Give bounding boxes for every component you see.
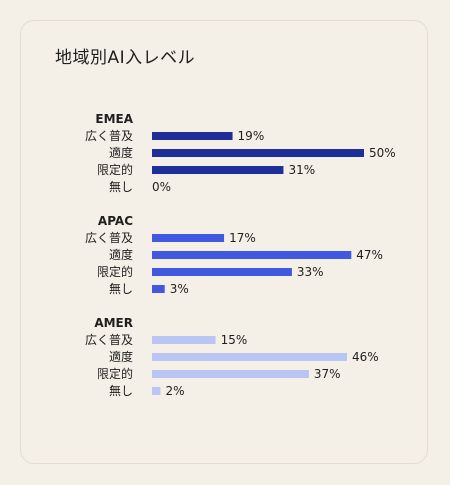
value-label: 15% [221,333,248,347]
category-label: 適度 [109,145,133,160]
category-label: 限定的 [97,264,133,279]
value-label: 37% [314,367,341,381]
bar-apac [152,234,225,242]
value-label: 50% [369,146,396,160]
category-label: 無し [109,281,133,296]
bar-emea [152,132,233,140]
category-label: 広く普及 [85,333,133,347]
bar-apac [152,268,292,276]
bar-amer [152,353,348,361]
value-label: 2% [165,384,184,398]
value-label: 17% [229,231,256,245]
bar-emea [152,149,364,157]
bar-apac [152,251,352,259]
category-label: 限定的 [97,162,133,177]
category-label: 無し [109,179,133,194]
category-label: 広く普及 [85,129,133,143]
category-label: 広く普及 [85,231,133,245]
bar-apac [152,285,165,293]
value-label: 19% [238,129,265,143]
category-label: 適度 [109,349,133,364]
group-label-emea: EMEA [95,112,133,126]
value-label: 31% [288,163,315,177]
bar-amer [152,370,309,378]
group-label-apac: APAC [98,214,133,228]
value-label: 46% [352,350,379,364]
bar-emea [152,166,284,174]
category-label: 限定的 [97,366,133,381]
category-label: 無し [109,383,133,398]
value-label: 33% [297,265,324,279]
group-label-amer: AMER [94,316,133,330]
bar-amer [152,387,161,395]
category-label: 適度 [109,247,133,262]
chart-title: 地域別AI入レベル [55,48,196,68]
value-label: 3% [170,282,189,296]
value-label: 0% [152,180,171,194]
bar-amer [152,336,216,344]
value-label: 47% [356,248,383,262]
